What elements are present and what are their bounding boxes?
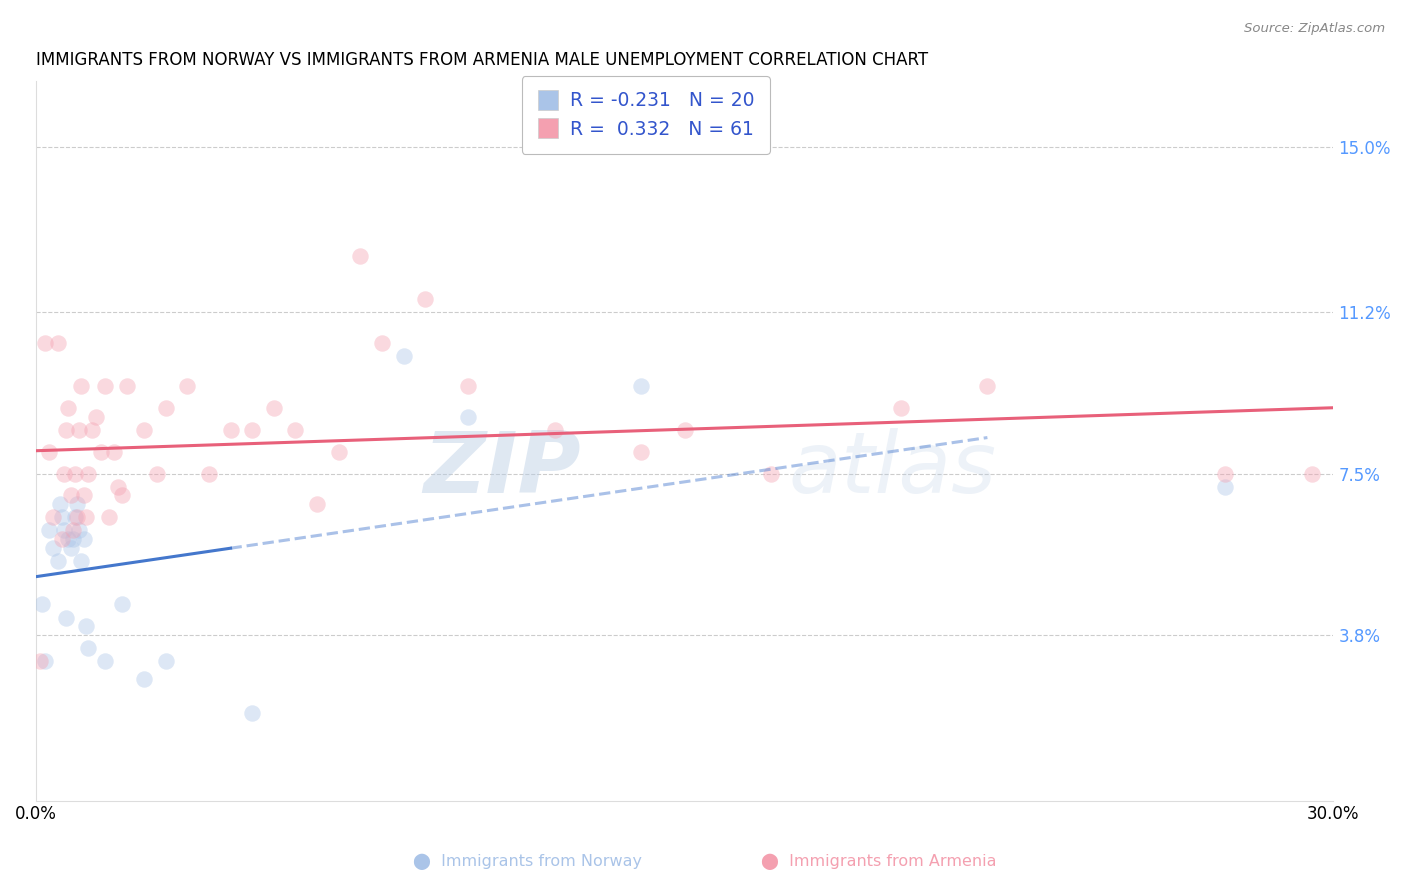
Point (94, 379, 117, 393)
Point (34, 654, 56, 668)
Point (1213, 480, 1236, 494)
Point (111, 598, 134, 612)
Point (55, 610, 77, 624)
Point (63, 510, 86, 524)
Point (51, 510, 73, 524)
Point (132, 672, 155, 686)
Point (31, 598, 53, 612)
Point (349, 249, 371, 263)
Point (371, 335, 394, 350)
Point (62, 532, 84, 546)
Point (284, 423, 307, 437)
Point (46, 554, 69, 568)
Point (75, 510, 97, 524)
Point (976, 379, 998, 393)
Point (55, 423, 77, 437)
Point (630, 445, 652, 459)
Point (51, 532, 73, 546)
Point (90, 445, 112, 459)
Point (46, 335, 69, 350)
Point (413, 293, 436, 307)
Point (305, 497, 328, 511)
Legend: R = -0.231   N = 20, R =  0.332   N = 61: R = -0.231 N = 20, R = 0.332 N = 61 (522, 77, 770, 153)
Point (457, 409, 479, 424)
Point (155, 654, 177, 668)
Point (76, 641, 98, 656)
Point (67, 423, 90, 437)
Point (115, 379, 138, 393)
Point (890, 401, 912, 416)
Text: atlas: atlas (789, 428, 997, 511)
Point (263, 401, 285, 416)
Point (240, 423, 263, 437)
Point (70, 554, 93, 568)
Point (94, 654, 117, 668)
Point (72, 532, 94, 546)
Point (48, 497, 70, 511)
Point (1301, 467, 1323, 481)
Point (198, 467, 221, 481)
Point (240, 706, 263, 721)
Point (392, 349, 415, 363)
Point (66, 510, 89, 524)
Point (70, 379, 93, 393)
Point (132, 423, 155, 437)
Point (63, 467, 86, 481)
Point (1213, 467, 1236, 481)
Point (75, 619, 97, 633)
Point (98, 510, 121, 524)
Point (673, 423, 696, 437)
Point (67, 524, 90, 538)
Point (42, 510, 65, 524)
Point (155, 401, 177, 416)
Point (59, 488, 82, 502)
Text: ⬤  Immigrants from Norway: ⬤ Immigrants from Norway (413, 854, 641, 870)
Point (86, 409, 108, 424)
Point (72, 488, 94, 502)
Text: ZIP: ZIP (423, 428, 581, 511)
Point (103, 445, 125, 459)
Point (146, 467, 169, 481)
Point (111, 488, 134, 502)
Point (66, 497, 89, 511)
Point (53, 467, 76, 481)
Point (62, 524, 84, 538)
Text: ⬤  Immigrants from Armenia: ⬤ Immigrants from Armenia (761, 854, 997, 870)
Point (107, 480, 129, 494)
Text: IMMIGRANTS FROM NORWAY VS IMMIGRANTS FROM ARMENIA MALE UNEMPLOYMENT CORRELATION : IMMIGRANTS FROM NORWAY VS IMMIGRANTS FRO… (37, 51, 928, 69)
Point (58, 532, 80, 546)
Point (34, 335, 56, 350)
Point (82, 423, 104, 437)
Point (328, 445, 350, 459)
Point (544, 423, 567, 437)
Point (630, 379, 652, 393)
Point (76, 467, 98, 481)
Point (176, 379, 198, 393)
Point (38, 445, 60, 459)
Point (759, 467, 782, 481)
Point (38, 524, 60, 538)
Point (30, 654, 52, 668)
Point (58, 401, 80, 416)
Point (53, 524, 76, 538)
Point (219, 423, 242, 437)
Point (457, 379, 479, 393)
Text: Source: ZipAtlas.com: Source: ZipAtlas.com (1244, 22, 1385, 36)
Point (59, 541, 82, 555)
Point (42, 541, 65, 555)
